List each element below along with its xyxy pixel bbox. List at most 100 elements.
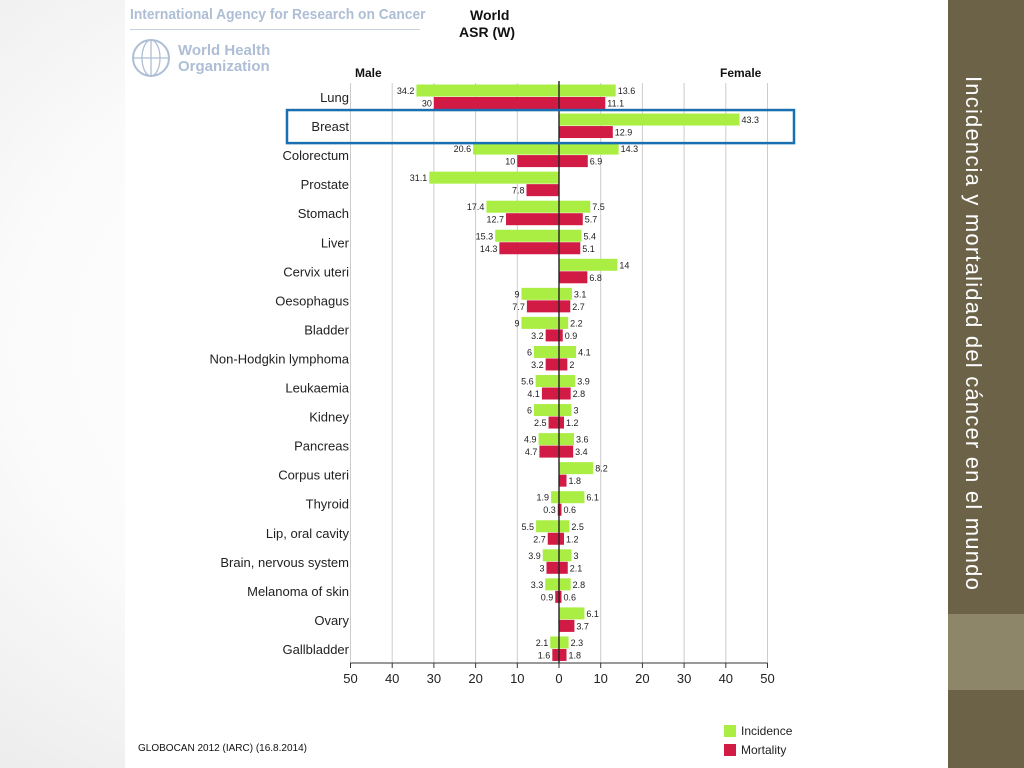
data-label: 34.2 bbox=[397, 86, 415, 96]
x-tick-label: 50 bbox=[343, 671, 357, 686]
data-label: 6.1 bbox=[586, 493, 599, 503]
data-label: 0.6 bbox=[564, 592, 577, 602]
data-label: 5.4 bbox=[584, 231, 597, 241]
data-label: 9 bbox=[514, 318, 519, 328]
data-label: 7.5 bbox=[592, 202, 605, 212]
category-label: Thyroid bbox=[306, 497, 349, 512]
data-label: 14.3 bbox=[621, 144, 639, 154]
bar-female-mortality bbox=[559, 474, 567, 487]
bar-female-incidence bbox=[559, 113, 740, 126]
x-tick-label: 40 bbox=[719, 671, 733, 686]
bar-male-incidence bbox=[429, 171, 559, 184]
data-label: 0.3 bbox=[543, 505, 556, 515]
bar-female-incidence bbox=[559, 258, 618, 271]
data-label: 3.4 bbox=[575, 447, 588, 457]
data-label: 5.5 bbox=[522, 522, 535, 532]
bar-female-incidence bbox=[559, 287, 572, 300]
data-label: 8.2 bbox=[595, 464, 608, 474]
data-label: 2 bbox=[569, 360, 574, 370]
data-label: 4.1 bbox=[578, 347, 591, 357]
data-label: 0.9 bbox=[565, 331, 578, 341]
bar-female-mortality bbox=[559, 648, 567, 661]
bar-female-incidence bbox=[559, 200, 591, 213]
bar-female-mortality bbox=[559, 561, 568, 574]
data-label: 3 bbox=[574, 406, 579, 416]
who-name-line1: World Health bbox=[178, 42, 271, 59]
who-name-line2: Organization bbox=[178, 58, 270, 75]
data-label: 2.8 bbox=[573, 580, 586, 590]
bar-female-mortality bbox=[559, 590, 562, 603]
category-label: Corpus uteri bbox=[278, 468, 349, 483]
data-label: 7.7 bbox=[512, 302, 525, 312]
data-label: 17.4 bbox=[467, 202, 485, 212]
data-label: 0.6 bbox=[564, 505, 577, 515]
x-tick-label: 0 bbox=[555, 671, 562, 686]
bar-female-incidence bbox=[559, 636, 569, 649]
data-label: 2.5 bbox=[571, 522, 584, 532]
bar-male-incidence bbox=[533, 404, 559, 417]
category-label: Bladder bbox=[304, 322, 349, 337]
x-tick-label: 20 bbox=[468, 671, 482, 686]
bar-female-mortality bbox=[559, 300, 571, 313]
category-label: Oesophagus bbox=[275, 293, 349, 308]
bar-male-incidence bbox=[416, 84, 559, 97]
category-label: Lip, oral cavity bbox=[266, 526, 350, 541]
bar-female-incidence bbox=[559, 345, 577, 358]
bar-male-mortality bbox=[539, 445, 559, 458]
category-label: Ovary bbox=[314, 613, 349, 628]
bar-male-incidence bbox=[545, 578, 559, 591]
bar-male-mortality bbox=[517, 155, 559, 168]
data-label: 2.5 bbox=[534, 418, 547, 428]
bar-male-mortality bbox=[545, 358, 559, 371]
category-label: Non-Hodgkin lymphoma bbox=[210, 351, 350, 366]
data-label: 43.3 bbox=[742, 115, 760, 125]
data-label: 3 bbox=[574, 551, 579, 561]
bar-female-incidence bbox=[559, 84, 616, 97]
bar-female-mortality bbox=[559, 329, 563, 342]
bar-female-mortality bbox=[559, 271, 588, 284]
category-label: Lung bbox=[320, 90, 349, 105]
data-label: 3.9 bbox=[528, 551, 541, 561]
bar-female-mortality bbox=[559, 532, 565, 545]
bar-male-mortality bbox=[499, 242, 559, 255]
data-label: 3 bbox=[539, 563, 544, 573]
bar-male-incidence bbox=[550, 636, 559, 649]
male-side-label: Male bbox=[355, 66, 382, 80]
x-tick-label: 50 bbox=[760, 671, 774, 686]
data-label: 12.7 bbox=[487, 215, 505, 225]
bar-male-mortality bbox=[433, 97, 559, 109]
bar-male-mortality bbox=[548, 416, 559, 429]
data-label: 31.1 bbox=[410, 173, 428, 183]
bar-male-incidence bbox=[495, 229, 559, 242]
category-label: Stomach bbox=[298, 206, 349, 221]
data-label: 6.9 bbox=[590, 157, 603, 167]
x-tick-label: 30 bbox=[677, 671, 691, 686]
bar-female-incidence bbox=[559, 433, 575, 446]
data-label: 14 bbox=[619, 260, 629, 270]
data-label: 4.9 bbox=[524, 435, 537, 445]
bar-male-incidence bbox=[535, 375, 559, 387]
category-label: Brain, nervous system bbox=[220, 555, 349, 570]
bar-female-mortality bbox=[559, 97, 606, 109]
data-label: 2.1 bbox=[536, 638, 549, 648]
bar-male-mortality bbox=[546, 561, 559, 574]
x-tick-label: 40 bbox=[385, 671, 399, 686]
data-label: 3.6 bbox=[576, 435, 589, 445]
x-tick-label: 30 bbox=[427, 671, 441, 686]
data-label: 1.2 bbox=[566, 534, 579, 544]
bar-female-incidence bbox=[559, 607, 585, 620]
bar-female-incidence bbox=[559, 404, 572, 417]
bar-male-incidence bbox=[551, 491, 559, 504]
bar-male-incidence bbox=[486, 200, 559, 213]
data-label: 1.8 bbox=[569, 476, 582, 486]
data-label: 1.8 bbox=[569, 650, 582, 660]
bar-female-incidence bbox=[559, 462, 594, 475]
bar-male-incidence bbox=[542, 549, 559, 562]
legend-mortality-swatch bbox=[724, 744, 736, 756]
bar-male-incidence bbox=[536, 520, 559, 533]
category-label: Cervix uteri bbox=[283, 264, 349, 279]
bar-male-incidence bbox=[538, 433, 559, 446]
bar-female-incidence bbox=[559, 316, 569, 329]
bar-female-mortality bbox=[559, 445, 574, 458]
data-label: 5.1 bbox=[582, 244, 595, 254]
